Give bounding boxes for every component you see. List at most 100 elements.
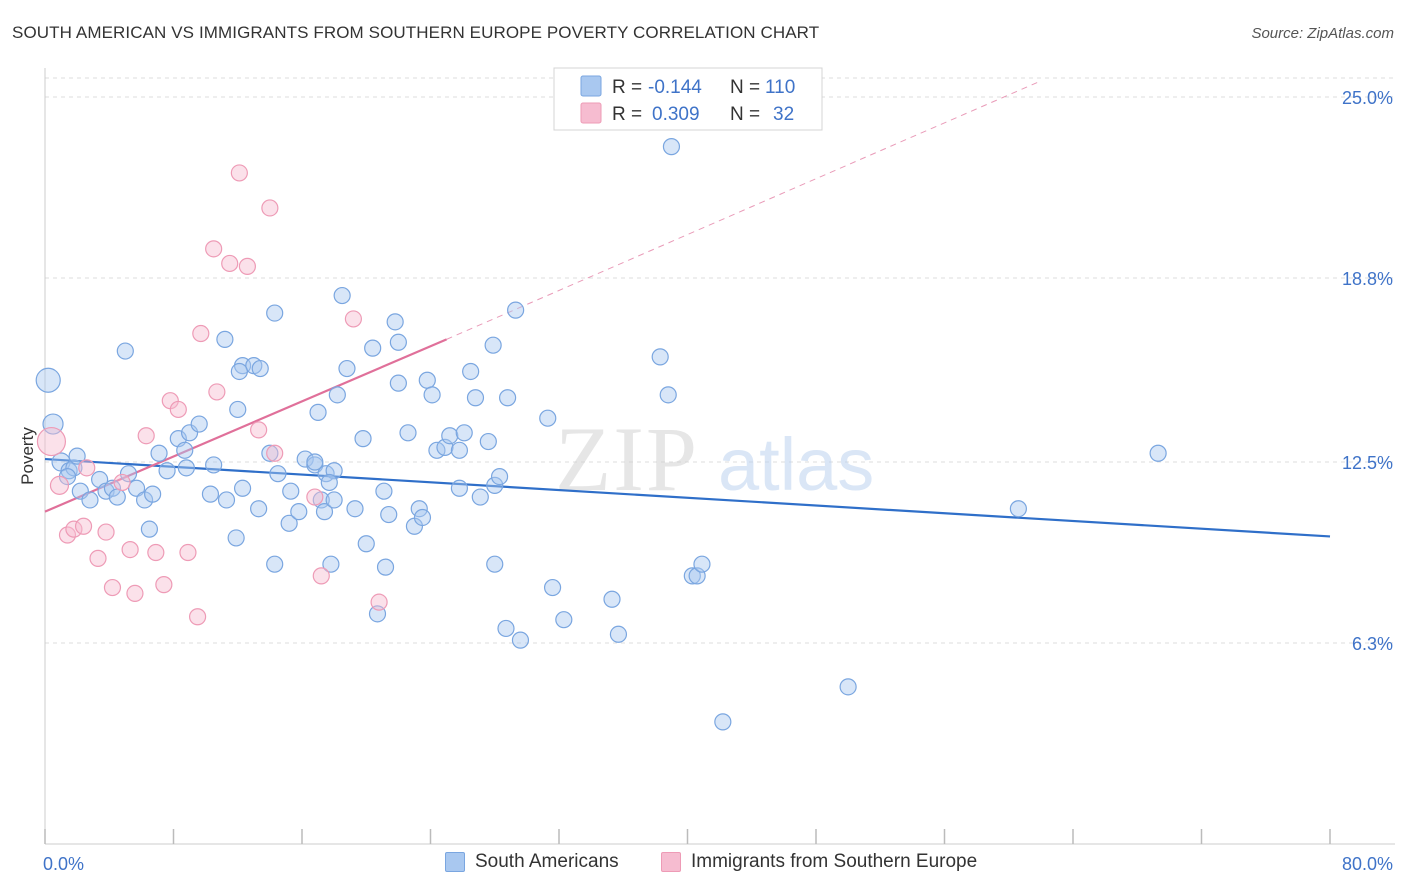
point-south-americans-97	[603, 590, 621, 608]
point-immigrants-11	[126, 584, 144, 603]
point-immigrants-27	[266, 444, 284, 462]
point-south-americans-79	[450, 441, 469, 459]
point-south-americans-94	[539, 409, 557, 427]
legend-top-n-label-1: N =	[730, 77, 760, 98]
point-immigrants-16	[169, 400, 187, 419]
point-immigrants-18	[188, 608, 207, 626]
point-south-americans-29	[233, 479, 252, 497]
point-immigrants-30	[344, 310, 362, 328]
point-south-americans-16	[144, 485, 162, 503]
point-immigrants-7	[97, 523, 115, 541]
x-tick-label-min: 0.0%	[43, 854, 84, 874]
point-south-americans-56	[322, 555, 340, 573]
point-south-americans-5	[68, 447, 86, 465]
point-south-americans-106	[839, 678, 857, 696]
legend-swatch-pink	[661, 852, 681, 872]
point-south-americans-64	[376, 558, 395, 576]
trendline-immigrants-extension	[446, 80, 1042, 340]
point-south-americans-30	[227, 529, 245, 547]
y-tick-labels: 6.3% 12.5% 18.8% 25.0%	[1342, 88, 1393, 654]
point-south-americans-103	[693, 555, 711, 573]
point-south-americans-83	[466, 389, 485, 407]
point-south-americans-89	[486, 555, 504, 573]
point-south-americans-60	[357, 535, 375, 553]
point-south-americans-74	[418, 371, 436, 389]
y-tick-label-3: 25.0%	[1342, 88, 1393, 108]
point-immigrants-5	[78, 459, 96, 477]
point-south-americans-14	[127, 479, 146, 497]
point-south-americans-107	[1009, 500, 1027, 518]
point-south-americans-108	[1149, 444, 1167, 462]
point-south-americans-51	[315, 503, 334, 521]
legend-top-r-value-2: 0.309	[652, 104, 700, 125]
point-south-americans-96	[555, 611, 573, 629]
point-south-americans-54	[320, 473, 338, 492]
legend-bottom: South Americans Immigrants from Southern…	[0, 851, 1406, 879]
point-immigrants-3	[65, 520, 83, 538]
point-south-americans-101	[683, 567, 701, 585]
point-south-americans-72	[410, 500, 428, 518]
point-south-americans-22	[177, 459, 195, 477]
point-south-americans-91	[507, 301, 525, 319]
points-south-americans	[35, 138, 1167, 731]
point-immigrants-6	[89, 549, 107, 567]
point-south-americans-36	[250, 500, 268, 518]
point-south-americans-42	[280, 514, 298, 532]
point-immigrants-13	[147, 543, 165, 562]
point-south-americans-93	[497, 619, 515, 638]
point-south-americans-80	[455, 424, 473, 442]
point-south-americans-35	[230, 362, 248, 381]
legend-top-r-label-2: R =	[612, 104, 642, 125]
point-south-americans-78	[441, 427, 459, 445]
legend-label-south-americans: South Americans	[475, 851, 619, 872]
legend-top-swatch-blue	[580, 75, 602, 97]
point-immigrants-17	[179, 543, 197, 562]
point-south-americans-68	[386, 313, 404, 331]
point-south-americans-25	[190, 415, 208, 433]
trendline-immigrants	[44, 338, 447, 513]
point-south-americans-66	[380, 505, 398, 524]
point-south-americans-43	[282, 482, 300, 500]
point-immigrants-19	[192, 324, 210, 343]
point-south-americans-104	[662, 138, 681, 156]
point-south-americans-99	[651, 348, 669, 366]
point-south-americans-7	[71, 482, 89, 500]
points-immigrants-southern-europe	[36, 164, 388, 626]
watermark-atlas: atlas	[718, 423, 874, 506]
y-tick-label-1: 12.5%	[1342, 453, 1393, 473]
point-immigrants-21	[208, 383, 226, 401]
point-south-americans-12	[108, 488, 126, 506]
point-south-americans-9	[81, 491, 99, 509]
point-immigrants-12	[137, 427, 155, 445]
point-south-americans-24	[176, 441, 194, 459]
point-south-americans-37	[266, 555, 284, 573]
x-tick-labels: 0.0% 80.0%	[43, 854, 1393, 874]
point-south-americans-95	[543, 578, 562, 597]
axes	[44, 68, 1395, 845]
point-south-americans-40	[261, 444, 279, 462]
point-south-americans-17	[140, 520, 159, 538]
point-south-americans-0	[35, 367, 61, 393]
point-immigrants-25	[250, 421, 268, 439]
y-axis-label: Poverty	[18, 427, 37, 485]
point-south-americans-19	[150, 444, 168, 462]
point-south-americans-18	[116, 342, 134, 360]
point-south-americans-44	[290, 503, 308, 521]
point-south-americans-90	[499, 389, 517, 407]
point-immigrants-28	[306, 488, 324, 506]
legend-label-immigrants: Immigrants from Southern Europe	[691, 851, 978, 872]
point-immigrants-26	[261, 199, 279, 217]
point-immigrants-8	[103, 578, 122, 597]
point-south-americans-67	[389, 374, 407, 392]
point-south-americans-55	[325, 491, 343, 509]
point-south-americans-61	[354, 430, 372, 448]
legend-top-r-label-1: R =	[612, 77, 642, 98]
point-south-americans-73	[413, 508, 432, 527]
legend-item-south-americans: South Americans	[445, 851, 619, 873]
point-south-americans-98	[609, 625, 628, 643]
point-immigrants-2	[58, 526, 77, 544]
legend-top: R = -0.144 N = 110 R = 0.309 N = 32	[553, 67, 823, 131]
legend-top-n-label-2: N =	[730, 104, 760, 125]
point-south-americans-87	[486, 476, 504, 494]
